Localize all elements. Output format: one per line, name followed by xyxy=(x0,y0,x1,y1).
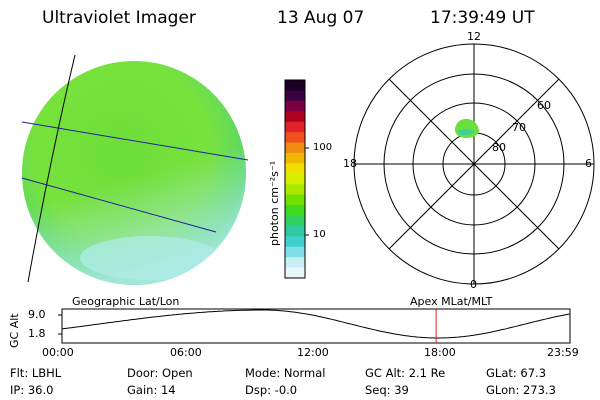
colorbar-unit-label: photon cm⁻²s⁻¹ xyxy=(268,160,281,246)
polar-plot xyxy=(353,43,595,285)
lat-line-lower xyxy=(21,177,217,233)
gain-status: Gain: 14 xyxy=(127,383,176,397)
uv-disk-image xyxy=(22,61,246,285)
polar-ring-label-80: 80 xyxy=(492,141,506,154)
glat-status: GLat: 67.3 xyxy=(486,366,547,380)
colorbar-segment xyxy=(285,267,305,279)
mode-status: Mode: Normal xyxy=(245,366,326,380)
polar-label-mlt-6: 6 xyxy=(585,157,592,170)
image-time: 17:39:49 UT xyxy=(430,8,535,28)
orbit-xtick-1200: 12:00 xyxy=(297,346,329,359)
orbit-ytick-min: 1.8 xyxy=(28,327,46,340)
image-date: 13 Aug 07 xyxy=(277,8,365,28)
colorbar-segment xyxy=(285,194,305,206)
orbit-xtick-0000: 00:00 xyxy=(42,346,74,359)
door-status: Door: Open xyxy=(127,366,193,380)
colorbar-label-100: 100 xyxy=(313,142,333,153)
colorbar-segment xyxy=(285,111,305,123)
colorbar-segment xyxy=(285,246,305,258)
colorbar-frame xyxy=(284,79,306,279)
colorbar-segment xyxy=(285,236,305,248)
colorbar-segment xyxy=(285,100,305,112)
polar-ring-label-60: 60 xyxy=(537,99,551,112)
filter-status: Flt: LBHL xyxy=(10,366,62,380)
orbit-xtick-2359: 23:59 xyxy=(547,346,579,359)
polar-label-mlt-18: 18 xyxy=(343,157,357,170)
colorbar-segment xyxy=(285,152,305,164)
orbit-right-title: Apex MLat/MLT xyxy=(410,295,493,308)
orbit-xtick-1800: 18:00 xyxy=(424,346,456,359)
polar-label-mlt-12: 12 xyxy=(467,30,481,43)
colorbar-segment xyxy=(285,205,305,216)
colorbar-segment xyxy=(285,90,305,102)
polar-label-mlt-0: 0 xyxy=(470,278,477,291)
meridian-line xyxy=(27,54,76,283)
orbit-plot xyxy=(58,308,571,344)
colorbar-segment xyxy=(285,142,305,154)
colorbar-segment xyxy=(285,184,305,196)
colorbar-segment xyxy=(285,121,305,133)
polar-ring-label-70: 70 xyxy=(512,121,526,134)
colorbar-segment xyxy=(285,225,305,237)
orbit-ylabel: GC Alt xyxy=(8,313,21,348)
lat-line-upper xyxy=(21,121,249,161)
colorbar-segment xyxy=(285,132,305,144)
colorbar xyxy=(285,80,305,279)
aurora-spot xyxy=(454,118,479,138)
colorbar-segment xyxy=(285,257,305,269)
seq-status: Seq: 39 xyxy=(365,383,409,397)
orbit-left-title: Geographic Lat/Lon xyxy=(72,295,180,308)
app-title: Ultraviolet Imager xyxy=(42,8,196,28)
colorbar-label-10: 10 xyxy=(313,229,326,240)
dsp-status: Dsp: -0.0 xyxy=(245,383,298,397)
glon-status: GLon: 273.3 xyxy=(486,383,556,397)
colorbar-segment xyxy=(285,215,305,227)
orbit-ytick-max: 9.0 xyxy=(28,308,46,321)
colorbar-segment xyxy=(285,173,305,185)
orbit-xtick-0600: 06:00 xyxy=(170,346,202,359)
ip-status: IP: 36.0 xyxy=(10,383,54,397)
colorbar-segment xyxy=(285,80,305,91)
gc-alt-status: GC Alt: 2.1 Re xyxy=(365,366,446,380)
colorbar-segment xyxy=(285,163,305,175)
